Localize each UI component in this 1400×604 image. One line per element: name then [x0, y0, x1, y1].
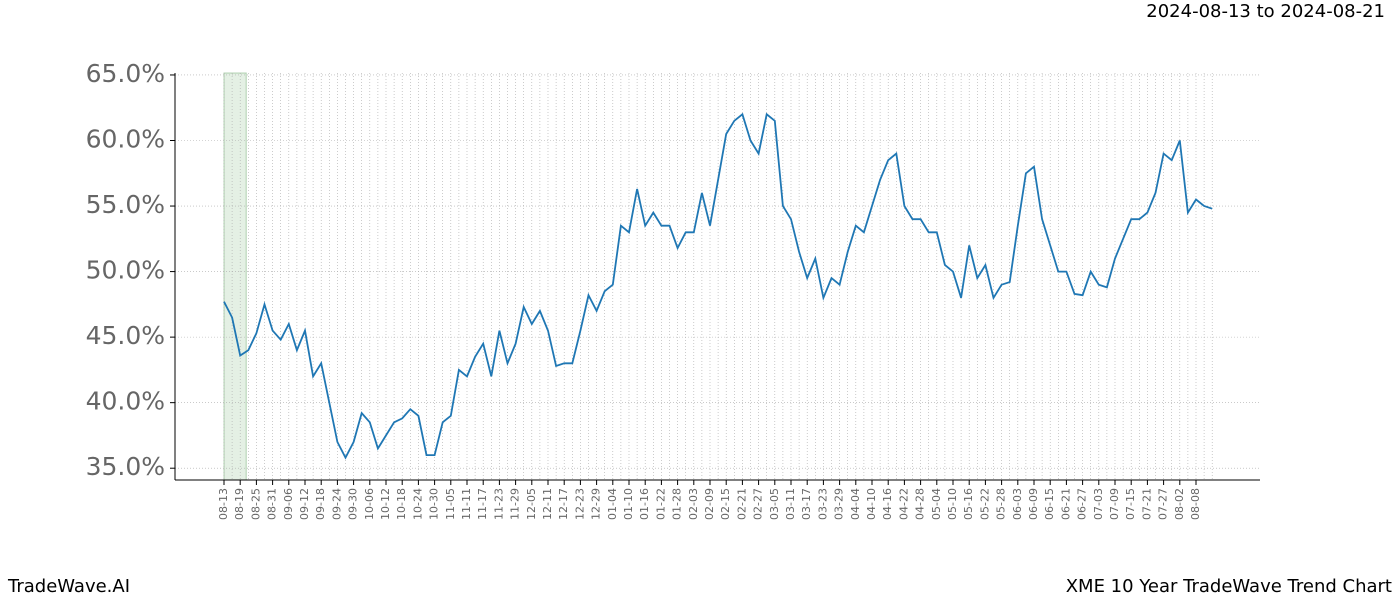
x-tick-label: 05-28 [995, 488, 1008, 520]
x-tick-label: 11-11 [460, 488, 473, 520]
x-tick-label: 11-29 [509, 488, 522, 520]
y-tick-label: 65.0% [86, 59, 165, 88]
x-tick-label: 07-27 [1157, 488, 1170, 520]
x-tick-label: 09-12 [298, 488, 311, 520]
x-tick-label: 01-16 [638, 488, 651, 520]
y-tick-label: 60.0% [86, 125, 165, 154]
x-tick-label: 06-09 [1027, 488, 1040, 520]
x-tick-label: 02-03 [687, 488, 700, 520]
x-tick-label: 04-22 [897, 488, 910, 520]
x-tick-label: 08-25 [249, 488, 262, 520]
y-tick-label: 45.0% [86, 321, 165, 350]
y-tick-label: 35.0% [86, 452, 165, 481]
x-tick-label: 02-15 [719, 488, 732, 520]
x-tick-label: 01-04 [606, 488, 619, 520]
x-tick-label: 02-09 [703, 488, 716, 520]
highlight-span [223, 72, 247, 481]
x-tick-label: 06-27 [1076, 488, 1089, 520]
y-tick-label: 50.0% [86, 256, 165, 285]
x-tick-label: 09-18 [314, 488, 327, 520]
x-tick-label: 09-24 [330, 488, 343, 520]
x-tick-label: 07-21 [1140, 488, 1153, 520]
x-tick-label: 06-03 [1011, 488, 1024, 520]
x-tick-label: 12-11 [541, 488, 554, 520]
y-tick-label: 40.0% [86, 387, 165, 416]
x-tick-label: 04-28 [914, 488, 927, 520]
x-tick-label: 09-30 [347, 488, 360, 520]
x-tick-label: 11-17 [476, 488, 489, 520]
x-tick-label: 10-12 [379, 488, 392, 520]
x-tick-label: 03-29 [833, 488, 846, 520]
x-tick-label: 12-23 [573, 488, 586, 520]
x-tick-label: 01-28 [671, 488, 684, 520]
x-tick-label: 10-24 [411, 488, 424, 520]
x-tick-label: 10-06 [363, 488, 376, 520]
x-tick-label: 08-08 [1189, 488, 1202, 520]
x-tick-label: 04-16 [881, 488, 894, 520]
x-tick-label: 07-03 [1092, 488, 1105, 520]
x-tick-label: 08-19 [233, 488, 246, 520]
x-tick-label: 05-22 [978, 488, 991, 520]
x-tick-label: 12-17 [557, 488, 570, 520]
line-series [223, 112, 1213, 460]
chart-subtitle: 2024-08-13 to 2024-08-21 [1146, 1, 1385, 22]
x-tick-label: 06-21 [1059, 488, 1072, 520]
x-tick-label: 11-23 [492, 488, 505, 520]
x-tick-label: 01-22 [654, 488, 667, 520]
x-tick-label: 11-05 [444, 488, 457, 520]
x-tick-label: 03-23 [816, 488, 829, 520]
x-tick-label: 10-30 [428, 488, 441, 520]
x-tick-label: 04-04 [849, 488, 862, 520]
x-tick-label: 07-09 [1108, 488, 1121, 520]
x-tick-label: 05-10 [946, 488, 959, 520]
x-tick-label: 03-17 [800, 488, 813, 520]
x-tick-label: 04-10 [865, 488, 878, 520]
x-tick-label: 12-05 [525, 488, 538, 520]
footer-left: TradeWave.AI [7, 576, 130, 597]
x-tick-label: 08-02 [1173, 488, 1186, 520]
x-tick-label: 03-11 [784, 488, 797, 520]
x-tick-label: 02-21 [735, 488, 748, 520]
x-tick-label: 08-31 [266, 488, 279, 520]
x-tick-label: 02-27 [752, 488, 765, 520]
x-tick-label: 05-04 [930, 488, 943, 520]
x-tick-label: 03-05 [768, 488, 781, 520]
y-tick-label: 55.0% [86, 190, 165, 219]
x-tick-label: 08-13 [217, 488, 230, 520]
x-tick-label: 05-16 [962, 488, 975, 520]
x-tick-label: 09-06 [282, 488, 295, 520]
footer-right: XME 10 Year TradeWave Trend Chart [1066, 576, 1392, 597]
x-tick-label: 12-29 [590, 488, 603, 520]
x-tick-label: 07-15 [1124, 488, 1137, 520]
x-tick-label: 06-15 [1043, 488, 1056, 520]
x-tick-label: 01-10 [622, 488, 635, 520]
x-tick-label: 10-18 [395, 488, 408, 520]
